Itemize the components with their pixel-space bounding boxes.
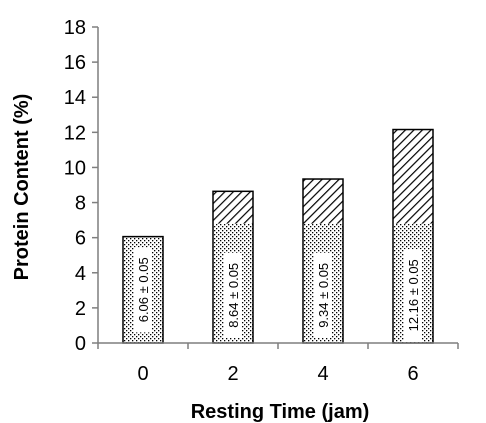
data-label-background — [134, 247, 152, 333]
data-label-background — [314, 252, 332, 338]
data-label-background — [224, 252, 242, 338]
data-label: 8.64 ± 0.05 — [226, 263, 241, 328]
y-tick-label: 16 — [64, 52, 86, 74]
y-tick-label: 4 — [75, 263, 86, 285]
bar-hatched-section — [303, 179, 343, 224]
y-tick-label: 8 — [75, 193, 86, 215]
y-ticks-layer: 0 2 4 6 8 10 12 14 16 18 — [64, 17, 98, 355]
y-tick-label: 6 — [75, 228, 86, 250]
y-tick-label: 12 — [64, 122, 86, 144]
bar — [392, 128, 434, 344]
y-tick-label: 14 — [64, 87, 86, 109]
data-labels-layer: 6.06 ± 0.05 8.64 ± 0.05 9.34 ± 0.05 12.16 ±… — [134, 247, 422, 342]
bars-layer — [122, 128, 434, 344]
bar-hatched-section — [393, 129, 433, 224]
x-tick-label: 2 — [227, 363, 238, 385]
x-axis-title: Resting Time (jam) — [191, 401, 370, 423]
y-tick-label: 18 — [64, 17, 86, 39]
y-axis-title: Protein Content (%) — [11, 94, 33, 281]
data-label: 6.06 ± 0.05 — [136, 257, 151, 322]
y-tick-label: 2 — [75, 298, 86, 320]
bar-hatched-section — [213, 191, 253, 224]
y-tick-label: 0 — [75, 333, 86, 355]
y-tick-label: 10 — [64, 157, 86, 179]
data-label-background — [404, 249, 422, 342]
x-ticks-layer: 0 2 4 6 — [97, 343, 459, 385]
data-label: 12.16 ± 0.05 — [406, 259, 421, 331]
x-tick-label: 6 — [407, 363, 418, 385]
data-label: 9.34 ± 0.05 — [316, 263, 331, 328]
x-tick-label: 0 — [137, 363, 148, 385]
x-tick-label: 4 — [317, 363, 328, 385]
